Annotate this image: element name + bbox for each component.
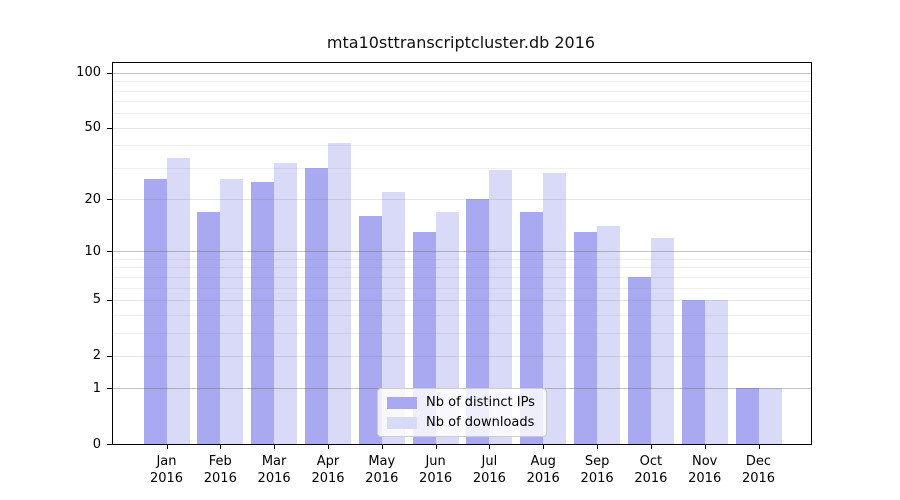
bar-aug-nb-of-distinct-ips	[520, 211, 544, 444]
y-tick-2	[107, 355, 113, 357]
legend-label-downloads: Nb of downloads	[426, 415, 535, 430]
x-tick-label-nov: Nov 2016	[673, 453, 737, 487]
y-tick-label-1: 1	[92, 380, 101, 396]
x-tick-label-sep: Sep 2016	[565, 453, 629, 487]
bar-oct-nb-of-distinct-ips	[627, 276, 651, 444]
bar-feb-nb-of-distinct-ips	[197, 211, 221, 444]
y-tick-100	[107, 72, 113, 74]
bar-may-nb-of-downloads	[381, 191, 405, 444]
bar-jun-nb-of-downloads	[435, 211, 459, 444]
bar-may-nb-of-distinct-ips	[358, 216, 382, 444]
x-tick-label-apr: Apr 2016	[296, 453, 360, 487]
bar-jan-nb-of-distinct-ips	[143, 178, 167, 444]
x-tick-year-dec: 2016	[741, 471, 776, 486]
x-tick-label-mar: Mar 2016	[242, 453, 306, 487]
bar-nov-nb-of-downloads	[704, 299, 728, 444]
bar-mar-nb-of-downloads	[274, 162, 298, 444]
x-tick-year-oct: 2016	[634, 471, 668, 486]
bar-jan-nb-of-downloads	[166, 158, 190, 444]
y-tick-5	[107, 299, 113, 301]
y-tick-10	[107, 251, 113, 253]
x-tick-label-jul: Jul 2016	[457, 453, 521, 487]
x-tick-dec	[758, 444, 760, 449]
x-tick-aug	[543, 444, 545, 449]
x-tick-year-may: 2016	[365, 471, 399, 486]
x-tick-jun	[435, 444, 437, 449]
bar-feb-nb-of-downloads	[220, 178, 244, 444]
bar-sep-nb-of-downloads	[597, 226, 621, 444]
x-tick-label-feb: Feb 2016	[188, 453, 252, 487]
y-axis: 0 1 2 5 10 20 50 100	[76, 63, 811, 451]
legend-swatch-distinct-ips	[387, 396, 417, 409]
bar-oct-nb-of-downloads	[650, 237, 674, 444]
x-tick-mar	[274, 444, 276, 449]
bar-apr-nb-of-downloads	[328, 143, 351, 444]
y-tick-label-2: 2	[92, 348, 101, 364]
bar-dec-nb-of-distinct-ips	[735, 388, 759, 444]
bar-apr-nb-of-distinct-ips	[305, 167, 328, 444]
y-tick-1	[107, 388, 113, 390]
x-tick-sep	[597, 444, 599, 449]
y-tick-label-0: 0	[92, 436, 101, 452]
x-tick-year-apr: 2016	[311, 471, 345, 486]
x-tick-oct	[650, 444, 652, 449]
legend-item-downloads: Nb of downloads	[387, 415, 535, 430]
x-tick-label-jun: Jun 2016	[404, 453, 468, 487]
plot-area: 0 1 2 5 10 20 50 100 Jan 2016 Feb 2016 Mar 2016 Apr 20…	[76, 62, 812, 486]
x-tick-year-aug: 2016	[526, 471, 560, 486]
bar-jul-nb-of-distinct-ips	[466, 199, 490, 444]
legend-label-distinct-ips: Nb of distinct IPs	[426, 395, 535, 410]
y-tick-label-10: 10	[84, 243, 101, 259]
x-tick-year-feb: 2016	[203, 471, 237, 486]
x-tick-year-nov: 2016	[688, 471, 722, 486]
legend: Nb of distinct IPs Nb of downloads	[377, 388, 547, 437]
y-tick-20	[107, 199, 113, 201]
legend-item-distinct-ips: Nb of distinct IPs	[387, 395, 535, 410]
y-tick-label-100: 100	[76, 65, 101, 81]
bar-jul-nb-of-downloads	[489, 170, 513, 444]
x-tick-jul	[489, 444, 491, 449]
bar-aug-nb-of-downloads	[543, 173, 567, 444]
bar-dec-nb-of-downloads	[758, 388, 782, 444]
bar-nov-nb-of-distinct-ips	[681, 299, 705, 444]
x-tick-jan	[166, 444, 168, 449]
x-tick-label-aug: Aug 2016	[511, 453, 575, 487]
x-tick-label-oct: Oct 2016	[619, 453, 683, 487]
x-tick-year-jan: 2016	[149, 471, 184, 486]
x-tick-label-may: May 2016	[350, 453, 414, 487]
x-tick-nov	[704, 444, 706, 449]
y-tick-0	[107, 444, 113, 445]
bar-sep-nb-of-distinct-ips	[574, 231, 598, 444]
x-axis: Jan 2016 Feb 2016 Mar 2016 Apr 2016 May 2016 Jun 20…	[113, 63, 811, 486]
bars-layer	[113, 63, 811, 444]
x-tick-year-jun: 2016	[419, 471, 453, 486]
bar-mar-nb-of-distinct-ips	[251, 181, 275, 444]
x-tick-year-jul: 2016	[472, 471, 506, 486]
x-tick-label-dec: Dec 2016	[727, 453, 791, 487]
x-tick-may	[381, 444, 383, 449]
y-tick-label-50: 50	[84, 120, 101, 136]
x-tick-feb	[220, 444, 222, 449]
y-tick-50	[107, 127, 113, 129]
legend-swatch-downloads	[387, 416, 417, 429]
x-tick-apr	[328, 444, 329, 449]
x-tick-year-sep: 2016	[580, 471, 614, 486]
y-tick-label-5: 5	[92, 292, 101, 308]
chart-title: mta10sttranscriptcluster.db 2016	[326, 33, 596, 52]
x-tick-year-mar: 2016	[257, 471, 291, 486]
x-tick-label-jan: Jan 2016	[135, 453, 199, 487]
y-tick-label-20: 20	[84, 191, 101, 207]
